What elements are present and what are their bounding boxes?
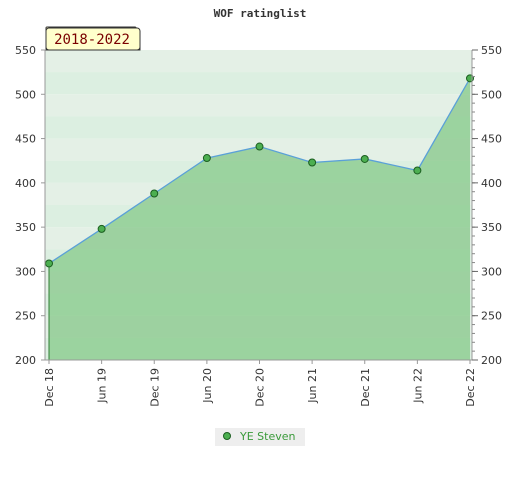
x-tick-label: Dec 20 bbox=[254, 368, 267, 407]
data-point[interactable] bbox=[360, 154, 369, 163]
data-point[interactable] bbox=[413, 166, 422, 175]
chart-title: WOF ratinglist bbox=[214, 7, 307, 20]
background-band bbox=[45, 50, 472, 73]
grid-band bbox=[45, 94, 472, 117]
x-tick-label: Dec 22 bbox=[464, 368, 477, 407]
data-point[interactable] bbox=[97, 224, 106, 233]
y-tick-label-right: 500 bbox=[481, 88, 502, 101]
data-point[interactable] bbox=[308, 158, 317, 167]
y-tick-label-left: 450 bbox=[15, 133, 36, 146]
y-axis-right: 200 250 300 350 400 450 500 550 bbox=[471, 44, 502, 367]
y-tick-label-left: 500 bbox=[15, 88, 36, 101]
grid-band bbox=[45, 50, 472, 73]
x-tick-label: Dec 18 bbox=[43, 368, 56, 407]
area-layer bbox=[49, 78, 470, 360]
x-tick-label: Jun 19 bbox=[96, 368, 109, 404]
period-badge-label: 2018-2022 bbox=[54, 32, 130, 48]
y-tick-label-right: 450 bbox=[481, 133, 502, 146]
legend[interactable]: YE Steven bbox=[215, 428, 305, 446]
y-tick-label-right: 550 bbox=[481, 44, 502, 57]
x-tick-label: Jun 22 bbox=[411, 368, 424, 404]
background-band bbox=[45, 116, 472, 139]
grid-band bbox=[45, 227, 472, 250]
legend-label: YE Steven bbox=[239, 430, 296, 443]
y-tick-label-right: 250 bbox=[481, 310, 502, 323]
y-tick-label-right: 350 bbox=[481, 221, 502, 234]
grid-band bbox=[45, 182, 472, 205]
y-tick-label-right: 200 bbox=[481, 354, 502, 367]
series-area bbox=[49, 78, 470, 360]
data-point[interactable] bbox=[45, 259, 53, 268]
data-point[interactable] bbox=[202, 154, 211, 163]
legend-marker bbox=[223, 432, 231, 440]
grid-band bbox=[45, 315, 472, 338]
period-badge: 2018-2022 bbox=[45, 26, 141, 51]
y-tick-label-right: 400 bbox=[481, 177, 502, 190]
points-layer bbox=[45, 74, 474, 268]
data-point[interactable] bbox=[255, 142, 264, 151]
y-tick-label-right: 300 bbox=[481, 265, 502, 278]
y-axis-left: 200 250 300 350 400 450 500 550 bbox=[15, 44, 46, 367]
y-tick-label-left: 550 bbox=[15, 44, 36, 57]
x-tick-label: Jun 21 bbox=[306, 368, 319, 404]
x-tick-label: Dec 21 bbox=[359, 368, 372, 407]
y-tick-label-left: 250 bbox=[15, 310, 36, 323]
y-tick-label-left: 200 bbox=[15, 354, 36, 367]
y-tick-label-left: 400 bbox=[15, 177, 36, 190]
data-point[interactable] bbox=[150, 189, 159, 198]
background-band bbox=[45, 94, 472, 117]
y-tick-label-left: 350 bbox=[15, 221, 36, 234]
grid-band bbox=[45, 271, 472, 294]
x-axis: Dec 18 Jun 19 Dec 19 Jun 20 Dec 20 Jun 21 Dec … bbox=[43, 359, 477, 407]
x-tick-label: Jun 20 bbox=[201, 368, 214, 404]
background-band bbox=[45, 72, 472, 95]
x-tick-label: Dec 19 bbox=[148, 368, 161, 407]
y-tick-label-left: 300 bbox=[15, 265, 36, 278]
